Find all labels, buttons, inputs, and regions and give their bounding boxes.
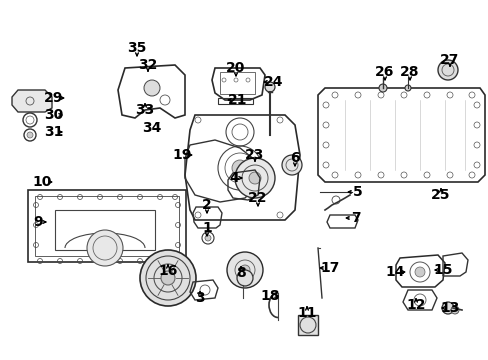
Text: 21: 21 [228, 93, 247, 107]
Text: 14: 14 [385, 265, 404, 279]
Text: 26: 26 [375, 65, 394, 79]
Text: 2: 2 [202, 198, 211, 212]
Circle shape [441, 302, 453, 314]
Text: 27: 27 [439, 53, 459, 67]
Text: 10: 10 [32, 175, 52, 189]
Circle shape [161, 271, 175, 285]
Text: 15: 15 [432, 263, 452, 277]
Text: 19: 19 [172, 148, 191, 162]
Circle shape [27, 132, 33, 138]
Circle shape [237, 270, 252, 286]
Circle shape [143, 80, 160, 96]
Bar [218, 98, 252, 104]
Circle shape [378, 84, 386, 92]
Text: 9: 9 [33, 215, 43, 229]
Circle shape [437, 60, 457, 80]
Text: 13: 13 [439, 301, 459, 315]
Circle shape [248, 172, 261, 184]
Text: 28: 28 [400, 65, 419, 79]
Circle shape [450, 306, 458, 314]
Circle shape [240, 265, 249, 275]
Text: 30: 30 [44, 108, 63, 122]
Text: 3: 3 [195, 291, 204, 305]
Circle shape [87, 230, 123, 266]
Bar [55, 210, 155, 250]
Text: 35: 35 [127, 41, 146, 55]
Circle shape [414, 267, 424, 277]
Text: 5: 5 [352, 185, 362, 199]
Circle shape [264, 82, 274, 92]
Circle shape [140, 250, 196, 306]
Text: 12: 12 [406, 298, 425, 312]
Circle shape [204, 235, 210, 241]
Circle shape [235, 158, 274, 198]
Text: 11: 11 [297, 306, 316, 320]
Bar [35, 196, 179, 256]
Text: 8: 8 [236, 266, 245, 280]
Text: 23: 23 [245, 148, 264, 162]
Text: 6: 6 [289, 151, 299, 165]
Circle shape [404, 85, 410, 91]
Text: 22: 22 [248, 191, 267, 205]
Circle shape [231, 160, 247, 176]
Text: 31: 31 [44, 125, 63, 139]
Text: 16: 16 [158, 264, 177, 278]
Bar [220, 72, 254, 94]
Bar [28, 190, 185, 262]
Polygon shape [12, 90, 52, 112]
Text: 1: 1 [202, 221, 211, 235]
Text: 7: 7 [350, 211, 360, 225]
Text: 32: 32 [138, 58, 157, 72]
Text: 29: 29 [44, 91, 63, 105]
Text: 25: 25 [430, 188, 450, 202]
Circle shape [282, 155, 302, 175]
Circle shape [226, 252, 263, 288]
Text: 4: 4 [229, 171, 238, 185]
Text: 18: 18 [260, 289, 279, 303]
Text: 24: 24 [264, 75, 283, 89]
Text: 34: 34 [142, 121, 162, 135]
Text: 17: 17 [320, 261, 339, 275]
Bar [297, 315, 317, 335]
Text: 20: 20 [226, 61, 245, 75]
Text: 33: 33 [135, 103, 154, 117]
